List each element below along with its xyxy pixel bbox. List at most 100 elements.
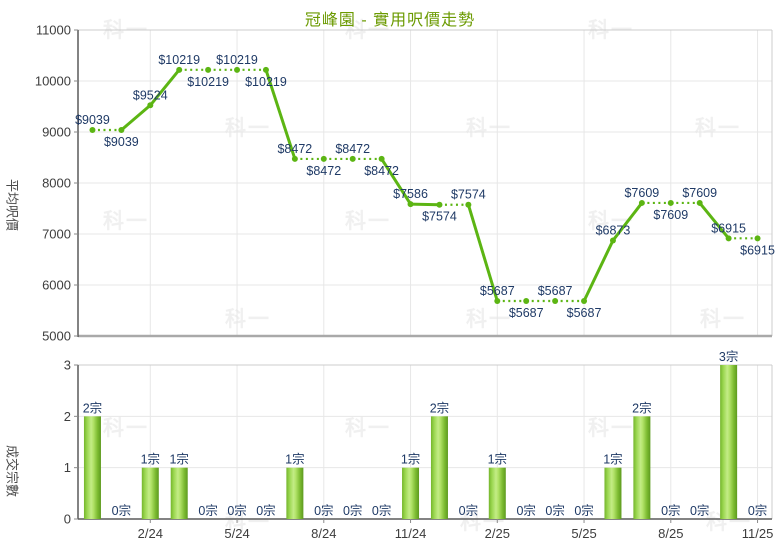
bar[interactable]: [488, 467, 506, 519]
bar[interactable]: [141, 467, 159, 519]
data-point-label: $8472: [306, 164, 341, 178]
line-segment-solid: [582, 239, 615, 302]
bar[interactable]: [286, 467, 304, 519]
data-point-label: $9039: [104, 135, 139, 149]
x-tick-label: 8/25: [658, 526, 683, 541]
data-point-marker[interactable]: [581, 297, 588, 304]
bottom-y-tick-label: 2: [64, 409, 71, 424]
bar-label: 1宗: [603, 452, 622, 467]
data-point-label: $7609: [653, 208, 688, 222]
data-point-label: $8472: [335, 142, 370, 156]
top-y-tick-label: 6000: [42, 278, 71, 293]
bar-label: 2宗: [632, 400, 651, 415]
bar-label: 0宗: [748, 503, 767, 518]
bar-label: 2宗: [83, 400, 102, 415]
data-point-label: $7609: [682, 186, 717, 200]
data-point-marker[interactable]: [291, 155, 298, 162]
data-point-marker[interactable]: [262, 66, 269, 73]
line-segment-solid: [698, 201, 730, 240]
data-point-label: $10219: [216, 53, 258, 67]
bar[interactable]: [720, 365, 738, 519]
bar-label: 0宗: [343, 503, 362, 518]
data-point-marker[interactable]: [320, 155, 327, 162]
data-point-label: $9039: [75, 113, 110, 127]
data-point-label: $8472: [277, 142, 312, 156]
data-point-label: $7609: [624, 186, 659, 200]
bar[interactable]: [170, 467, 188, 519]
bar-label: 1宗: [141, 452, 160, 467]
line-segment-solid: [611, 202, 644, 242]
data-point-marker[interactable]: [754, 235, 761, 242]
top-y-tick-label: 7000: [42, 227, 71, 242]
data-point-marker[interactable]: [552, 297, 559, 304]
data-point-marker[interactable]: [349, 155, 356, 162]
bar[interactable]: [402, 467, 420, 519]
data-point-label: $10219: [158, 53, 200, 67]
bar-label: 1宗: [285, 452, 304, 467]
data-point-label: $6915: [740, 243, 775, 257]
top-y-tick-label: 9000: [42, 125, 71, 140]
bottom-y-tick-label: 3: [64, 358, 71, 373]
data-point-label: $10219: [245, 75, 287, 89]
bar[interactable]: [633, 416, 651, 519]
top-y-tick-label: 10000: [35, 74, 71, 89]
bottom-y-tick-label: 0: [64, 512, 71, 527]
data-point-marker[interactable]: [436, 201, 443, 208]
data-point-marker[interactable]: [234, 66, 241, 73]
data-point-label: $9524: [133, 88, 168, 102]
line-segment-solid: [466, 204, 499, 302]
data-point-marker[interactable]: [147, 102, 154, 109]
data-point-label: $7574: [422, 210, 457, 224]
bar-label: 1宗: [488, 452, 507, 467]
data-point-marker[interactable]: [378, 155, 385, 162]
data-point-marker[interactable]: [638, 199, 645, 206]
data-point-label: $5687: [509, 306, 544, 320]
data-point-label: $5687: [538, 284, 573, 298]
bar-label: 0宗: [372, 503, 391, 518]
data-point-marker[interactable]: [523, 297, 530, 304]
bar-label: 2宗: [430, 400, 449, 415]
data-point-label: $5687: [567, 306, 602, 320]
top-y-tick-label: 8000: [42, 176, 71, 191]
data-point-marker[interactable]: [118, 127, 125, 134]
data-point-marker[interactable]: [494, 297, 501, 304]
data-point-marker[interactable]: [407, 201, 414, 208]
bar-label: 0宗: [690, 503, 709, 518]
bar-label: 0宗: [574, 503, 593, 518]
data-point-label: $5687: [480, 284, 515, 298]
data-point-marker[interactable]: [89, 127, 96, 134]
line-segment-solid: [264, 69, 297, 160]
data-point-marker[interactable]: [696, 199, 703, 206]
data-point-label: $10219: [187, 75, 229, 89]
chart-title: 冠峰園 - 實用呎價走勢: [304, 12, 476, 29]
x-tick-label: 8/24: [311, 526, 336, 541]
top-y-tick-label: 11000: [36, 23, 71, 38]
data-point-label: $6873: [596, 223, 631, 237]
data-point-marker[interactable]: [725, 235, 732, 242]
bar-label: 1宗: [401, 452, 420, 467]
bar[interactable]: [83, 416, 101, 519]
data-point-marker[interactable]: [465, 201, 472, 208]
bar-label: 0宗: [516, 503, 535, 518]
bar-label: 0宗: [314, 503, 333, 518]
data-point-marker[interactable]: [667, 199, 674, 206]
bar[interactable]: [430, 416, 448, 519]
x-tick-label: 11/25: [742, 526, 774, 541]
data-point-label: $7586: [393, 187, 428, 201]
data-point-label: $7574: [451, 188, 486, 202]
data-point-label: $6915: [711, 221, 746, 235]
bar-label: 1宗: [169, 452, 188, 467]
line-segment-solid: [410, 202, 440, 207]
bar[interactable]: [604, 467, 622, 519]
bar-label: 0宗: [256, 503, 275, 518]
bar-label: 0宗: [661, 503, 680, 518]
data-point-marker[interactable]: [609, 237, 616, 244]
data-point-marker[interactable]: [205, 66, 212, 73]
x-tick-label: 11/24: [395, 526, 427, 541]
x-tick-label: 5/24: [224, 526, 249, 541]
data-point-marker[interactable]: [176, 66, 183, 73]
bar-label: 0宗: [459, 503, 478, 518]
line-segment-solid: [120, 104, 152, 132]
